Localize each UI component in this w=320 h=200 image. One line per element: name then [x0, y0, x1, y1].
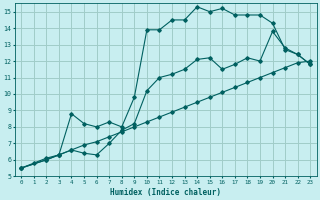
X-axis label: Humidex (Indice chaleur): Humidex (Indice chaleur) [110, 188, 221, 197]
